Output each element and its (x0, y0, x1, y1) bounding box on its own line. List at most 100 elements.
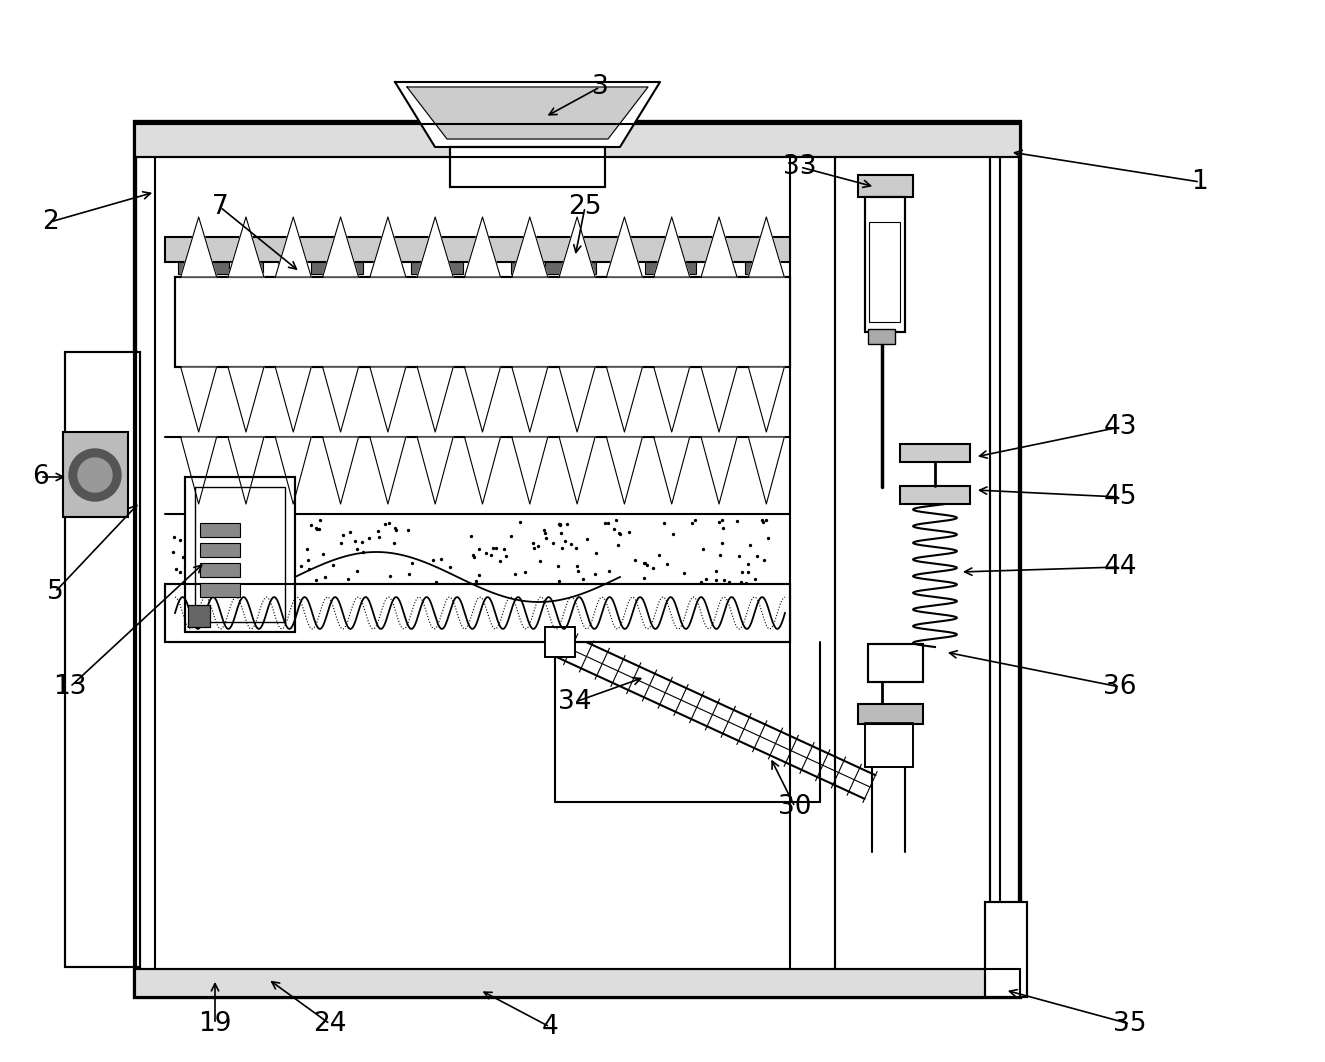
Bar (65, 352, 140, 967)
Bar (868, 644, 924, 682)
Bar (545, 627, 575, 657)
Polygon shape (559, 217, 595, 277)
Point (712, 534, 733, 551)
Point (172, 548, 193, 565)
Point (710, 546, 731, 563)
Point (390, 580, 411, 597)
Point (449, 599, 470, 616)
Point (163, 603, 184, 620)
Polygon shape (407, 87, 648, 139)
Point (580, 581, 602, 598)
Text: 25: 25 (568, 194, 602, 220)
Polygon shape (653, 367, 690, 432)
Point (610, 525, 631, 542)
Point (584, 565, 606, 582)
Point (383, 535, 404, 552)
Point (318, 596, 339, 613)
Point (481, 546, 502, 563)
Point (368, 529, 390, 546)
Bar (186, 477, 295, 632)
Bar (611, 262, 629, 274)
Text: 34: 34 (558, 689, 592, 715)
Point (627, 592, 648, 609)
Point (168, 563, 189, 580)
Point (423, 604, 444, 621)
Polygon shape (511, 217, 547, 277)
Point (608, 536, 629, 553)
Point (472, 593, 493, 610)
Point (280, 551, 301, 568)
Point (746, 548, 767, 565)
Point (554, 532, 575, 549)
Bar (311, 262, 330, 274)
Point (690, 573, 712, 590)
Point (229, 534, 250, 551)
Point (476, 545, 497, 562)
Text: 43: 43 (1104, 414, 1137, 440)
Polygon shape (465, 367, 501, 432)
Point (712, 519, 733, 536)
Bar (859, 175, 913, 196)
Bar (211, 262, 229, 274)
Bar (545, 627, 575, 657)
Circle shape (78, 458, 113, 492)
Point (739, 536, 761, 553)
Point (460, 528, 481, 545)
Point (523, 535, 545, 552)
Bar (451, 147, 606, 187)
Point (164, 529, 186, 546)
Point (380, 567, 401, 584)
Point (182, 517, 203, 534)
Bar (195, 487, 285, 622)
Text: 13: 13 (53, 674, 86, 700)
Polygon shape (607, 367, 643, 432)
Point (358, 530, 379, 547)
Point (551, 539, 572, 556)
Bar (135, 122, 1020, 997)
Point (751, 512, 772, 529)
Bar (135, 122, 1020, 997)
Point (478, 581, 500, 598)
Point (266, 554, 288, 571)
Polygon shape (511, 367, 547, 432)
Text: 2: 2 (41, 209, 58, 235)
Point (290, 558, 311, 575)
Point (352, 544, 374, 561)
Point (669, 606, 690, 623)
Point (249, 559, 270, 576)
Point (386, 521, 407, 538)
Point (339, 524, 360, 541)
Point (551, 525, 572, 542)
Point (509, 513, 530, 530)
Bar (678, 262, 696, 274)
Polygon shape (276, 436, 311, 504)
Point (636, 556, 657, 573)
Point (549, 572, 570, 589)
Bar (135, 969, 1020, 997)
Text: 4: 4 (542, 1014, 558, 1040)
Bar (511, 262, 529, 274)
Polygon shape (370, 436, 405, 504)
Polygon shape (749, 436, 784, 504)
Point (425, 573, 447, 590)
Polygon shape (417, 436, 453, 504)
Point (523, 539, 545, 556)
Point (399, 565, 420, 582)
Bar (645, 262, 662, 274)
Point (619, 524, 640, 541)
Polygon shape (228, 436, 264, 504)
Point (217, 604, 238, 621)
Point (653, 514, 674, 531)
Bar (200, 583, 240, 597)
Point (643, 560, 664, 577)
Point (592, 592, 613, 609)
Point (473, 581, 494, 598)
Bar (175, 277, 790, 367)
Bar (984, 902, 1027, 997)
Point (505, 566, 526, 583)
Point (595, 599, 616, 616)
Point (566, 539, 587, 556)
Point (464, 605, 485, 622)
Point (754, 601, 775, 618)
Point (423, 578, 444, 595)
